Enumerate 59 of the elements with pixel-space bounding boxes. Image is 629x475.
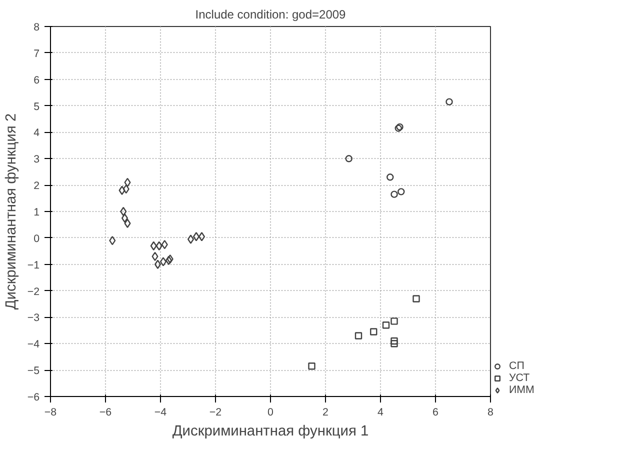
point	[192, 232, 200, 242]
x-tick-label: 0	[268, 406, 274, 418]
y-tick-label: −3	[27, 312, 40, 324]
point	[124, 178, 131, 188]
x-tick-label: 6	[432, 406, 439, 418]
point	[308, 362, 316, 370]
x-tick-label: −8	[44, 406, 57, 418]
point	[390, 190, 398, 198]
y-tick-label: 1	[34, 206, 40, 218]
y-tick-label: 2	[34, 180, 40, 192]
point	[150, 241, 157, 250]
point	[156, 241, 162, 250]
y-tick-label: −1	[27, 259, 40, 272]
point	[386, 174, 394, 181]
point	[124, 218, 131, 228]
point	[382, 322, 390, 329]
point	[412, 295, 420, 302]
point	[198, 232, 206, 242]
point	[370, 328, 378, 336]
point	[187, 234, 194, 244]
y-tick-label: −2	[27, 286, 40, 298]
y-tick-label: 7	[34, 48, 40, 60]
y-tick-label: −4	[27, 338, 40, 351]
x-tick-label: 4	[378, 406, 384, 418]
x-tick-label: 2	[322, 406, 329, 418]
point	[118, 186, 126, 195]
point	[160, 257, 167, 266]
point	[345, 155, 352, 162]
x-tick-label: −4	[154, 406, 167, 418]
y-axis-title: Дискриминантная функция 2	[3, 113, 20, 310]
point	[109, 236, 116, 246]
point	[446, 98, 453, 106]
y-tick-label: 8	[34, 22, 40, 34]
y-tick-label: 6	[34, 74, 40, 86]
y-tick-label: 0	[34, 232, 40, 245]
x-tick-label: −2	[209, 406, 222, 418]
point	[152, 252, 158, 262]
point	[121, 214, 128, 223]
point	[154, 260, 162, 269]
point	[390, 340, 398, 348]
y-tick-label: 3	[34, 154, 40, 166]
y-tick-label: −6	[27, 392, 40, 404]
x-tick-label: −6	[99, 406, 112, 418]
point	[390, 337, 398, 345]
point	[120, 206, 127, 216]
point	[354, 332, 362, 340]
legend-label: УСТ	[509, 372, 530, 384]
y-tick-label: 5	[34, 100, 40, 113]
point	[122, 184, 130, 194]
x-tick-label: 8	[488, 406, 494, 418]
y-tick-label: −5	[27, 365, 40, 378]
y-tick-label: 4	[34, 127, 40, 140]
point	[390, 318, 398, 325]
legend-label: СП	[509, 360, 526, 372]
legend-label: ИММ	[509, 384, 534, 396]
point	[161, 240, 168, 250]
x-axis-title: Дискриминантная функция 1	[172, 424, 369, 440]
point	[398, 188, 405, 196]
chart-title: Include condition: god=2009	[195, 8, 346, 22]
